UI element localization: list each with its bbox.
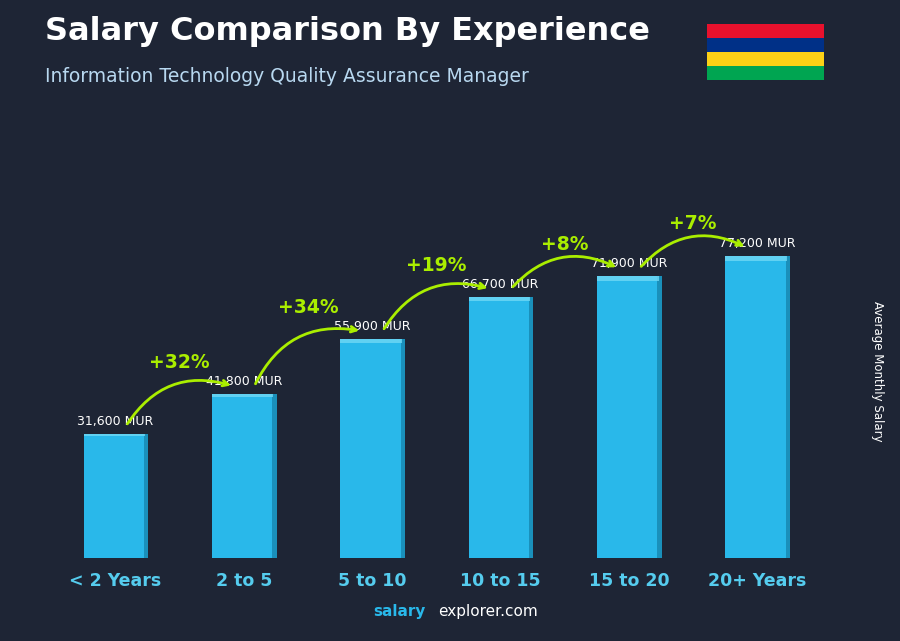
Bar bbox=[469, 297, 530, 301]
Bar bbox=[706, 38, 824, 52]
Text: 66,700 MUR: 66,700 MUR bbox=[463, 278, 539, 291]
Bar bbox=[706, 66, 824, 80]
Bar bbox=[84, 434, 145, 558]
Bar bbox=[529, 297, 534, 558]
Text: 55,900 MUR: 55,900 MUR bbox=[334, 320, 410, 333]
Text: 77,200 MUR: 77,200 MUR bbox=[719, 237, 796, 250]
Bar bbox=[597, 276, 659, 558]
Bar bbox=[212, 394, 274, 558]
Bar bbox=[725, 256, 787, 261]
Bar bbox=[340, 339, 401, 343]
Bar bbox=[706, 24, 824, 38]
Text: Salary Comparison By Experience: Salary Comparison By Experience bbox=[45, 16, 650, 47]
Bar bbox=[400, 339, 405, 558]
Bar bbox=[212, 394, 274, 397]
Text: +34%: +34% bbox=[278, 298, 338, 317]
Bar bbox=[469, 297, 530, 558]
Text: Average Monthly Salary: Average Monthly Salary bbox=[871, 301, 884, 442]
Bar bbox=[786, 256, 790, 558]
Bar bbox=[340, 339, 401, 558]
Text: 31,600 MUR: 31,600 MUR bbox=[77, 415, 154, 428]
Text: Information Technology Quality Assurance Manager: Information Technology Quality Assurance… bbox=[45, 67, 529, 87]
Text: 41,800 MUR: 41,800 MUR bbox=[206, 375, 282, 388]
Bar bbox=[597, 276, 659, 281]
Bar bbox=[144, 434, 148, 558]
Bar bbox=[725, 256, 787, 558]
Text: +32%: +32% bbox=[149, 353, 210, 372]
Text: explorer.com: explorer.com bbox=[438, 604, 538, 619]
Text: 71,900 MUR: 71,900 MUR bbox=[591, 258, 667, 271]
Bar bbox=[657, 276, 662, 558]
Bar bbox=[272, 394, 276, 558]
Text: +8%: +8% bbox=[541, 235, 589, 254]
Bar bbox=[84, 434, 145, 437]
Text: +7%: +7% bbox=[670, 215, 717, 233]
Text: +19%: +19% bbox=[406, 256, 467, 274]
Text: salary: salary bbox=[374, 604, 426, 619]
Bar bbox=[706, 52, 824, 66]
